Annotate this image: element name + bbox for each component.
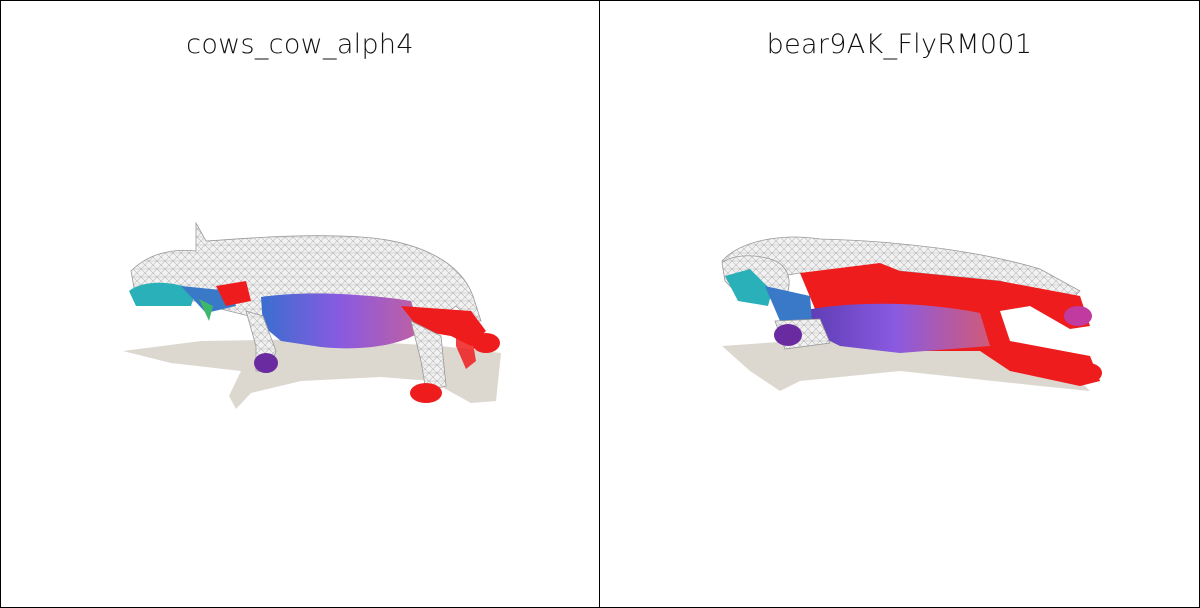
cow-shadow: [123, 339, 501, 409]
cow-rear-hoof: [472, 333, 500, 353]
bear-back: [721, 236, 1081, 302]
bear-neck-patch: [765, 286, 812, 321]
right-panel: bear9AK_FlyRM001: [599, 0, 1200, 608]
bear-head-patch: [725, 269, 772, 306]
cow-red-patch-2: [216, 281, 251, 306]
cow-belly: [261, 293, 421, 349]
cow-head-patch: [129, 282, 196, 306]
right-panel-title: bear9AK_FlyRM001: [766, 29, 1033, 60]
cow-front-hoof: [254, 353, 278, 373]
bear-front-paw: [774, 324, 802, 346]
bear-rear-paw-bottom: [1074, 363, 1102, 383]
cow-mid-leg: [456, 321, 476, 369]
cow-back-hoof: [410, 383, 442, 403]
bear-belly: [800, 303, 990, 353]
bear-rear-paw-top: [1064, 306, 1092, 326]
left-panel: cows_cow_alph4: [0, 0, 600, 608]
cow-ear-green: [199, 299, 213, 321]
bear-render: [721, 236, 1102, 391]
cow-render: [123, 221, 501, 409]
left-panel-title: cows_cow_alph4: [186, 29, 414, 60]
